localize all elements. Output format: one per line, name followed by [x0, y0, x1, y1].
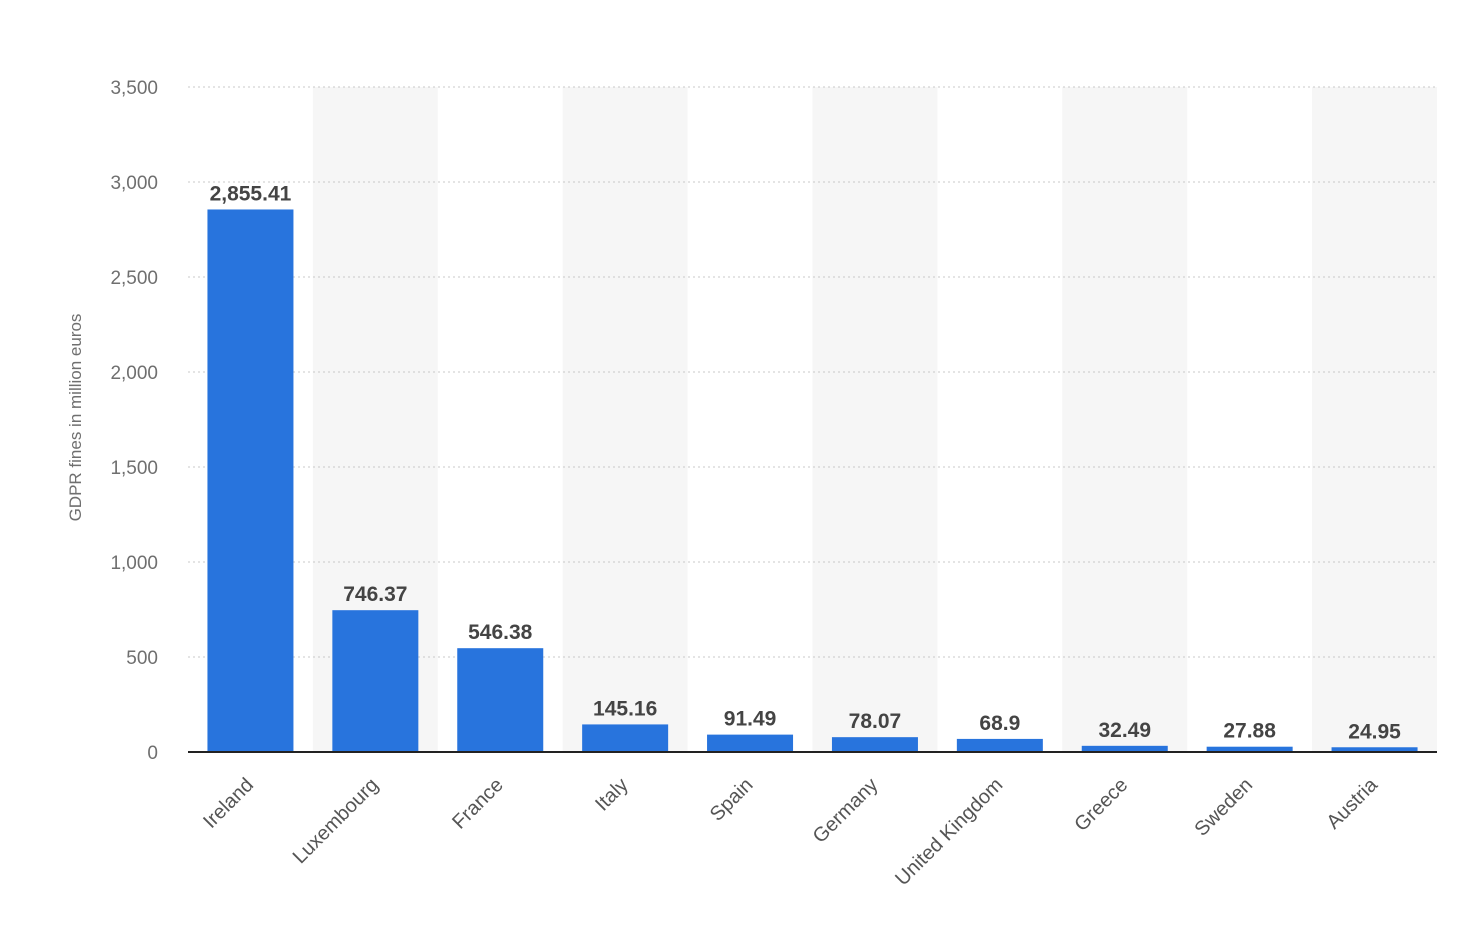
y-axis-title: GDPR fines in million euros — [66, 314, 85, 522]
data-label: 145.16 — [593, 697, 657, 720]
bar[interactable] — [457, 648, 544, 752]
bars — [207, 209, 1418, 752]
data-label: 78.07 — [849, 710, 902, 733]
bar[interactable] — [956, 738, 1043, 752]
gridlines — [188, 86, 1437, 658]
column-band — [812, 87, 938, 752]
category-label: Sweden — [1191, 774, 1258, 841]
bar[interactable] — [707, 734, 794, 752]
data-label: 546.38 — [468, 621, 533, 644]
y-tick-label: 2,500 — [110, 268, 158, 289]
category-label: Luxembourg — [289, 774, 383, 868]
data-label: 746.37 — [343, 583, 407, 606]
y-tick-label: 500 — [126, 648, 158, 669]
category-label: Italy — [591, 774, 632, 815]
category-label: France — [448, 774, 508, 834]
y-axis-ticks: 0 500 1,000 1,500 2,000 2,500 3,000 3,500 — [110, 78, 158, 764]
data-label: 91.49 — [724, 708, 777, 731]
y-tick-label: 2,000 — [110, 363, 158, 384]
category-label: United Kingdom — [891, 774, 1007, 890]
column-bands — [312, 87, 1437, 752]
data-label: 32.49 — [1098, 719, 1151, 742]
bar[interactable] — [332, 610, 419, 752]
bar[interactable] — [831, 737, 918, 752]
y-tick-label: 1,000 — [110, 553, 158, 574]
y-tick-label: 1,500 — [110, 458, 158, 479]
data-labels: 2,855.41 746.37 546.38 145.16 91.49 78.07 68.9… — [210, 182, 1402, 743]
category-labels: Ireland Luxembourg France Italy Spain Germany… — [199, 773, 1383, 890]
bar[interactable] — [207, 209, 294, 752]
data-label: 2,855.41 — [210, 182, 292, 205]
column-band — [1062, 87, 1188, 752]
category-label: Austria — [1323, 773, 1383, 833]
column-band — [562, 87, 688, 752]
category-label: Ireland — [199, 774, 258, 833]
data-label: 24.95 — [1348, 720, 1401, 743]
category-label: Germany — [809, 774, 883, 848]
y-tick-label: 3,500 — [110, 78, 158, 99]
data-label: 27.88 — [1223, 720, 1276, 743]
y-tick-label: 3,000 — [110, 173, 158, 194]
category-label: Spain — [706, 774, 758, 826]
bar[interactable] — [1206, 746, 1293, 752]
data-label: 68.9 — [979, 712, 1020, 735]
category-label: Greece — [1070, 774, 1132, 836]
y-tick-label: 0 — [147, 743, 158, 764]
bar[interactable] — [582, 724, 669, 752]
column-band — [1312, 87, 1437, 752]
bar[interactable] — [1331, 747, 1418, 752]
bar[interactable] — [1081, 745, 1168, 752]
